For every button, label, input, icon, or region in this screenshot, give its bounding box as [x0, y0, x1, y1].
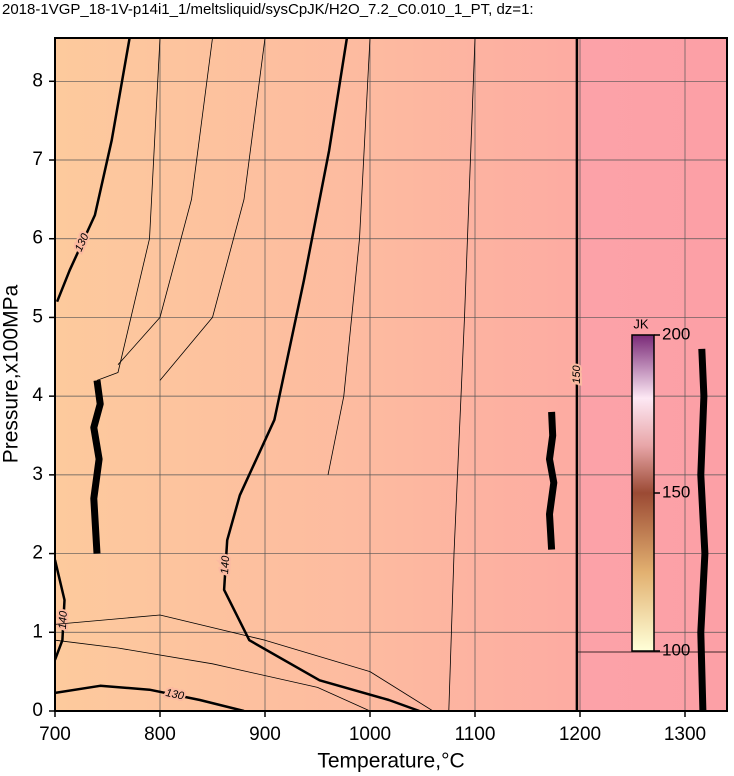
contour-label: 150 — [571, 364, 583, 383]
y-tick-label: 1 — [32, 621, 43, 642]
colorbar-label: JK — [633, 316, 649, 331]
contour-line — [222, 38, 420, 711]
contour-line — [117, 38, 213, 365]
y-tick-label: 0 — [32, 700, 43, 721]
x-tick-label: 1300 — [664, 724, 706, 745]
colorbar-scale — [631, 334, 655, 652]
x-tick-label: 800 — [144, 724, 176, 745]
contour-line — [448, 38, 476, 711]
contour-line — [55, 38, 131, 303]
y-tick-label: 5 — [32, 306, 43, 327]
colorbar-tick-label: 150 — [662, 482, 690, 501]
colorbar-tick-label: 200 — [662, 324, 690, 343]
y-tick-label: 7 — [32, 149, 43, 170]
x-tick-label: 1200 — [559, 724, 601, 745]
contour-line — [96, 38, 161, 381]
contour-line — [159, 38, 266, 381]
contour-label: 140 — [57, 610, 70, 630]
y-tick-label: 2 — [32, 543, 43, 564]
grid — [49, 38, 727, 717]
plot-frame — [54, 37, 728, 712]
x-axis-label: Temperature,°C — [317, 750, 464, 773]
contour-line — [55, 639, 371, 711]
x-tick-label: 1100 — [455, 724, 496, 745]
x-tick-label: 900 — [249, 724, 281, 745]
y-tick-label: 4 — [32, 385, 43, 406]
y-tick-label: 6 — [32, 228, 43, 249]
contour-line — [55, 684, 245, 711]
contour-line — [546, 411, 558, 550]
contour-line — [55, 614, 434, 711]
x-tick-label: 700 — [39, 724, 71, 745]
chart-title: 2018-1VGP_18-1V-p14i1_1/meltsliquid/sysC… — [2, 1, 534, 18]
contour-label: 140 — [219, 555, 232, 575]
contour-line — [90, 379, 104, 554]
contour-line — [697, 348, 709, 711]
contour-line — [327, 38, 371, 475]
colorbar-tick-label: 100 — [662, 640, 690, 659]
contour-line — [55, 559, 66, 661]
y-tick-label: 3 — [32, 464, 43, 485]
plot-background — [55, 38, 727, 711]
x-tick-label: 1000 — [349, 724, 391, 745]
colorbar: JK 100 150 200 — [631, 316, 690, 659]
y-axis-label: Pressure,x100MPa — [0, 284, 23, 463]
y-tick-label: 8 — [32, 70, 43, 91]
